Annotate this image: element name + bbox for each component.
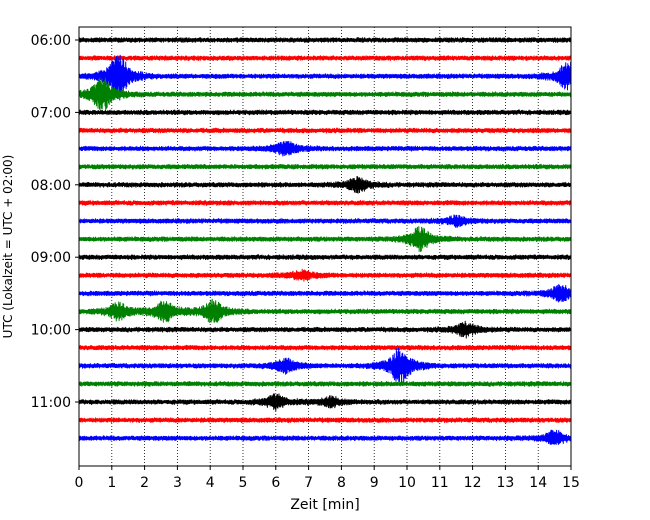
x-axis-ticks: 0 1 2 3 4 5 6 7 8 9 10 11 12 13 14 15: [75, 466, 580, 491]
x-tick-label: 15: [562, 475, 580, 491]
y-axis-label: UTC (Lokalzeit = UTC + 02:00): [1, 155, 15, 339]
x-tick-label: 1: [107, 475, 116, 491]
trace-line: [78, 199, 572, 206]
y-axis-ticks: 06:00 07:00 08:00 09:00 10:00 11:00: [31, 33, 79, 411]
trace-line: [78, 417, 572, 424]
trace-line: [78, 284, 572, 303]
x-tick-label: 11: [431, 475, 449, 491]
x-tick-label: 0: [75, 475, 84, 491]
x-tick-label: 10: [398, 475, 416, 491]
x-tick-label: 12: [464, 475, 482, 491]
trace-line: [78, 127, 572, 134]
trace-line: [78, 393, 572, 412]
y-tick-label: 09:00: [31, 250, 71, 266]
y-tick-label: 11:00: [31, 395, 71, 411]
trace-line: [78, 344, 572, 351]
x-tick-label: 8: [337, 475, 346, 491]
trace-line: [78, 140, 572, 157]
trace-line: [78, 268, 572, 282]
y-tick-label: 08:00: [31, 178, 71, 194]
trace-line: [78, 109, 572, 116]
y-tick-label: 10:00: [31, 323, 71, 339]
trace-line: [78, 37, 572, 43]
x-tick-label: 14: [529, 475, 547, 491]
trace-line: [78, 298, 572, 324]
trace-line: [78, 54, 572, 101]
x-axis-label: Zeit [min]: [290, 497, 359, 513]
plot-frame: [78, 26, 572, 467]
x-tick-label: 6: [271, 475, 280, 491]
trace-line: [78, 429, 572, 446]
x-tick-label: 13: [496, 475, 514, 491]
y-tick-label: 06:00: [31, 33, 71, 49]
x-tick-label: 7: [304, 475, 313, 491]
trace-line: [78, 175, 572, 194]
trace-line: [78, 55, 572, 62]
grid-lines: [111, 27, 539, 466]
trace-line: [78, 347, 572, 384]
trace-line: [78, 163, 572, 170]
x-tick-label: 2: [140, 475, 149, 491]
trace-line: [78, 214, 572, 228]
y-tick-label: 07:00: [31, 105, 71, 121]
seismic-traces: [78, 37, 572, 446]
trace-line: [78, 320, 572, 339]
trace-line: [78, 380, 572, 387]
x-tick-label: 4: [206, 475, 215, 491]
x-tick-label: 3: [173, 475, 182, 491]
trace-line: [78, 254, 572, 261]
trace-line: [78, 226, 572, 252]
x-tick-label: 9: [370, 475, 379, 491]
trace-line: [78, 77, 572, 111]
x-tick-label: 5: [239, 475, 248, 491]
